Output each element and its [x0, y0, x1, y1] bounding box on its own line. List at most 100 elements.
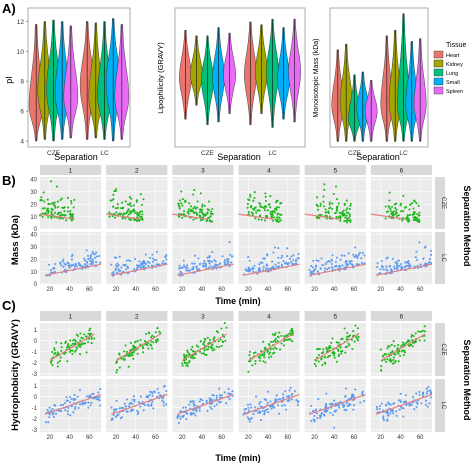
data-point [322, 200, 325, 203]
data-point [324, 208, 327, 211]
data-point [124, 344, 127, 347]
data-point [63, 210, 66, 213]
violin-plots: 4 6 8 10 12 CZE LC CZE LC CZE LC [17, 7, 429, 157]
data-point [263, 351, 266, 355]
facet-panel-cze-6 [370, 323, 432, 376]
data-point [313, 414, 316, 418]
data-point [270, 215, 273, 218]
data-point [345, 260, 348, 263]
data-point [58, 214, 61, 217]
data-point [193, 356, 196, 360]
data-point [192, 207, 195, 210]
data-point [340, 254, 343, 257]
data-point [287, 394, 290, 398]
data-point [120, 406, 123, 409]
facet-panel-cze-3 [172, 177, 234, 230]
data-point [429, 253, 433, 256]
data-point [108, 211, 111, 214]
data-point [323, 183, 326, 186]
data-point [127, 365, 130, 368]
data-point [319, 204, 322, 208]
data-point [130, 197, 133, 200]
data-point [120, 207, 123, 210]
data-point [130, 204, 133, 208]
data-point [394, 360, 397, 363]
data-point [333, 356, 336, 359]
data-point [90, 401, 93, 404]
facet-strip-row [435, 379, 445, 432]
data-point [266, 209, 269, 212]
data-point [178, 267, 181, 270]
data-point [214, 263, 217, 266]
data-point [324, 405, 327, 408]
data-point [266, 349, 270, 352]
data-point [47, 211, 50, 215]
data-point [332, 413, 335, 417]
data-point [352, 404, 356, 407]
data-point [151, 347, 154, 350]
data-point [213, 405, 216, 408]
data-point [180, 271, 183, 275]
data-point [90, 337, 93, 341]
scatter-c-rowtitle: Separation Method [462, 339, 472, 420]
x-tick-label: LC [100, 150, 109, 157]
data-point [141, 213, 144, 216]
data-point [139, 338, 142, 342]
data-point [230, 261, 233, 264]
data-point [275, 399, 278, 402]
data-point [428, 261, 431, 264]
data-point [55, 185, 58, 188]
data-point [331, 337, 334, 340]
data-point [191, 262, 194, 265]
data-point [281, 254, 284, 257]
data-point [289, 338, 292, 341]
data-point [414, 256, 417, 259]
data-point [277, 212, 280, 215]
data-point [47, 202, 50, 205]
data-point [138, 260, 141, 263]
data-point [354, 324, 357, 327]
data-point [141, 263, 144, 266]
data-point [187, 212, 190, 215]
data-point [165, 403, 168, 406]
data-point [273, 351, 276, 354]
data-point [122, 406, 125, 410]
data-point [194, 207, 197, 210]
legend-label-lung: Lung [446, 71, 458, 77]
trend-line [106, 213, 141, 220]
data-point [402, 415, 405, 418]
data-point [351, 393, 354, 396]
data-point [278, 412, 281, 415]
data-point [206, 336, 209, 339]
data-point [60, 197, 63, 200]
data-point [311, 410, 315, 413]
data-point [200, 352, 203, 355]
data-point [118, 352, 121, 355]
data-point [350, 338, 353, 341]
data-point [334, 409, 337, 412]
data-point [245, 269, 248, 272]
data-point [95, 251, 98, 254]
data-point [392, 340, 395, 343]
data-point [320, 411, 323, 414]
x-tick-label: 40 [199, 287, 206, 293]
data-point [264, 192, 267, 195]
data-point [116, 206, 119, 209]
data-point [357, 339, 360, 342]
trend-line [44, 393, 102, 415]
data-point [253, 208, 256, 212]
data-point [66, 210, 69, 213]
data-point [348, 260, 351, 263]
data-point [144, 253, 147, 256]
data-point [70, 344, 73, 347]
data-point [74, 398, 77, 401]
data-point [67, 345, 70, 348]
y-tick-label: -2 [32, 361, 38, 367]
data-point [386, 256, 389, 259]
data-point [413, 200, 417, 203]
data-point [243, 408, 246, 411]
y-tick-label: 0 [34, 227, 38, 233]
data-point [60, 213, 63, 216]
data-point [67, 264, 70, 268]
data-point [129, 341, 132, 344]
